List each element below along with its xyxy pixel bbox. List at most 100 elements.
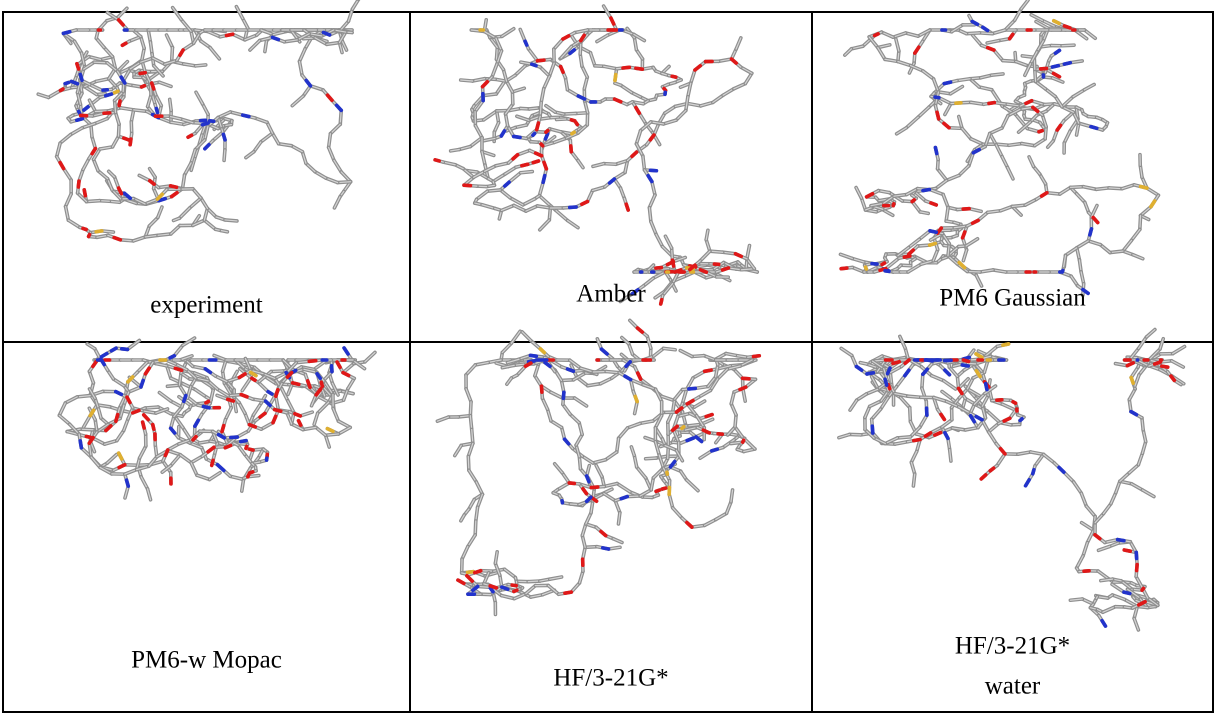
atom: [1039, 131, 1042, 132]
atom: [615, 75, 616, 81]
atom: [92, 149, 95, 154]
molecule: [839, 330, 1185, 630]
atom: [705, 370, 711, 371]
molecule: [840, 0, 1158, 295]
bond-highlight: [183, 43, 193, 50]
bond-highlight: [555, 464, 563, 473]
molecule: [38, 0, 366, 241]
bond-highlight: [646, 458, 657, 459]
atom: [893, 204, 894, 206]
atom: [306, 80, 310, 85]
bond-highlight: [172, 47, 173, 61]
bond-highlight: [204, 220, 215, 229]
bond-highlight: [987, 411, 1000, 423]
atom: [260, 413, 265, 417]
bond-highlight: [1015, 9, 1021, 20]
bond-highlight: [510, 198, 523, 205]
atom: [141, 380, 143, 387]
bond-highlight: [493, 174, 505, 181]
bond-highlight: [1066, 248, 1077, 255]
bond-highlight: [167, 35, 173, 47]
bond-highlight: [475, 521, 476, 535]
atom: [226, 34, 232, 35]
bond-highlight: [68, 220, 79, 227]
atom: [700, 270, 706, 272]
bond-highlight: [640, 490, 651, 496]
bond-highlight: [950, 86, 962, 93]
atom: [930, 231, 936, 232]
molecule: [59, 338, 375, 500]
bond-highlight: [656, 234, 662, 246]
atom: [536, 153, 542, 156]
bond-highlight: [496, 82, 504, 93]
atom: [1057, 125, 1060, 130]
bond-highlight: [686, 480, 698, 491]
bond-highlight: [551, 392, 563, 398]
atom: [308, 381, 310, 388]
atom: [712, 449, 718, 451]
atom: [323, 32, 329, 34]
atom: [156, 108, 157, 112]
bond-highlight: [1060, 187, 1071, 194]
bond-highlight: [699, 390, 711, 397]
atom: [293, 383, 299, 384]
atom: [276, 390, 278, 397]
bond-highlight: [272, 133, 278, 144]
bond-highlight: [945, 104, 951, 115]
bond-highlight: [83, 416, 90, 428]
bond-highlight: [540, 67, 549, 76]
atom: [735, 254, 741, 257]
bond-highlight: [1045, 89, 1055, 97]
bond-highlight: [526, 586, 535, 594]
atom: [626, 204, 628, 210]
bond-highlight: [107, 455, 117, 464]
bond-highlight: [91, 457, 100, 467]
bond-highlight: [593, 371, 606, 372]
bond-highlight: [1064, 131, 1070, 143]
atom: [1064, 26, 1070, 28]
bond-highlight: [48, 91, 60, 98]
atom: [435, 160, 439, 161]
atom: [635, 396, 637, 401]
bond-highlight: [210, 47, 219, 58]
atom: [882, 263, 884, 264]
bond-highlight: [967, 271, 980, 272]
atom: [541, 144, 543, 146]
bond-highlight: [982, 420, 989, 432]
atom: [915, 47, 919, 53]
bond-highlight: [523, 199, 535, 205]
atom: [170, 356, 174, 358]
bond-highlight: [74, 41, 81, 53]
atom: [153, 425, 154, 430]
bond-highlight: [841, 348, 852, 355]
bond-highlight: [1082, 523, 1094, 531]
atom: [625, 376, 631, 379]
atom: [875, 34, 878, 36]
atom: [344, 348, 348, 354]
bond-highlight: [210, 473, 220, 480]
bond-highlight: [348, 378, 354, 388]
atom: [637, 328, 642, 332]
atom: [587, 476, 589, 482]
bond-highlight: [314, 362, 325, 370]
bond-highlight: [140, 446, 146, 458]
bond-highlight: [201, 198, 208, 208]
atom: [79, 111, 80, 113]
atom: [571, 120, 574, 121]
bond-highlight: [315, 172, 326, 178]
atom: [687, 438, 693, 441]
bond-highlight: [919, 231, 930, 239]
bond-highlight: [705, 520, 716, 526]
bond-highlight: [980, 33, 993, 34]
bond-highlight: [113, 379, 124, 386]
bond-highlight: [292, 96, 303, 106]
atom: [77, 119, 83, 121]
atom: [514, 136, 520, 137]
atom: [248, 475, 249, 477]
bond-highlight: [1123, 240, 1132, 251]
atom: [77, 64, 79, 69]
bond-highlight: [475, 126, 482, 138]
bond-highlight: [261, 423, 273, 429]
bond-highlight: [923, 71, 934, 79]
molecule: [435, 6, 757, 304]
